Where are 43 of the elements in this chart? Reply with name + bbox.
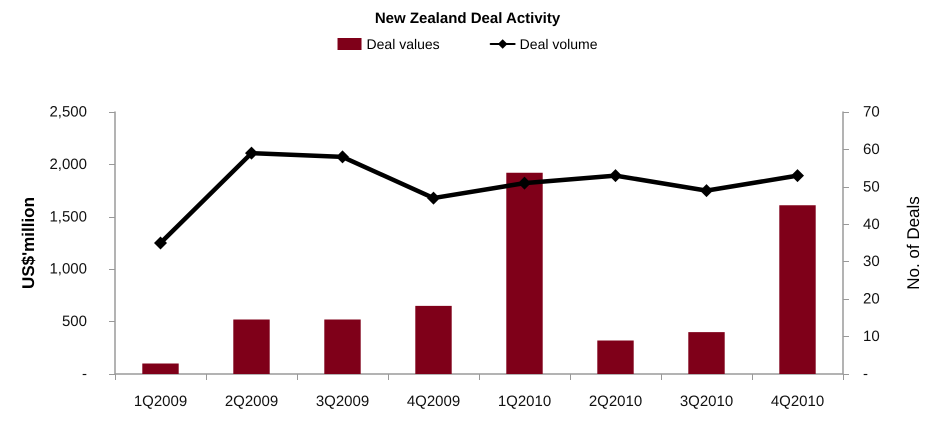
chart-title: New Zealand Deal Activity bbox=[374, 10, 561, 27]
x-tick-label: 2Q2009 bbox=[224, 393, 278, 410]
point bbox=[791, 169, 804, 182]
y-tick-label: 1,000 bbox=[49, 260, 87, 278]
x-tick-label: 1Q2009 bbox=[134, 393, 188, 410]
point bbox=[154, 236, 167, 250]
y2-tick-label: 20 bbox=[863, 290, 880, 308]
y2-tick-label: 10 bbox=[863, 328, 880, 346]
x-tick-label: 4Q2010 bbox=[770, 393, 824, 410]
y2-tick-label: 70 bbox=[863, 104, 880, 120]
x-tick-label: 1Q2010 bbox=[498, 393, 552, 410]
bar bbox=[597, 340, 634, 374]
point bbox=[609, 169, 622, 182]
legend-label: Deal volume bbox=[520, 36, 598, 52]
point bbox=[700, 184, 713, 198]
bar bbox=[688, 332, 725, 374]
point bbox=[245, 146, 258, 160]
bar bbox=[779, 205, 816, 374]
x-tick-label: 2Q2010 bbox=[588, 393, 642, 410]
legend-label: Deal values bbox=[366, 36, 440, 52]
bar bbox=[142, 364, 179, 374]
y2-tick-label: 60 bbox=[863, 140, 880, 158]
y2-tick-label: - bbox=[863, 366, 868, 382]
bar bbox=[324, 320, 361, 374]
point bbox=[336, 150, 349, 164]
bar bbox=[415, 306, 452, 374]
y2-axis-title: No. of Deals bbox=[904, 196, 923, 290]
y-tick-label: 2,500 bbox=[49, 104, 87, 120]
y2-tick-label: 30 bbox=[863, 253, 880, 270]
y-tick-label: 2,000 bbox=[49, 156, 87, 173]
bar bbox=[233, 320, 270, 374]
y2-tick-label: 50 bbox=[863, 178, 880, 196]
x-tick-label: 3Q2009 bbox=[316, 393, 370, 410]
point bbox=[518, 176, 531, 190]
y-tick-label: 1,500 bbox=[49, 208, 87, 226]
bar bbox=[506, 172, 543, 374]
y-tick-label: 500 bbox=[62, 313, 87, 330]
point bbox=[427, 192, 440, 205]
y2-tick-label: 40 bbox=[863, 216, 880, 233]
y-tick-label: - bbox=[82, 366, 87, 382]
y-axis-title: US$'million bbox=[19, 197, 38, 289]
x-tick-label: 3Q2010 bbox=[680, 393, 734, 410]
x-tick-label: 4Q2009 bbox=[406, 393, 460, 410]
